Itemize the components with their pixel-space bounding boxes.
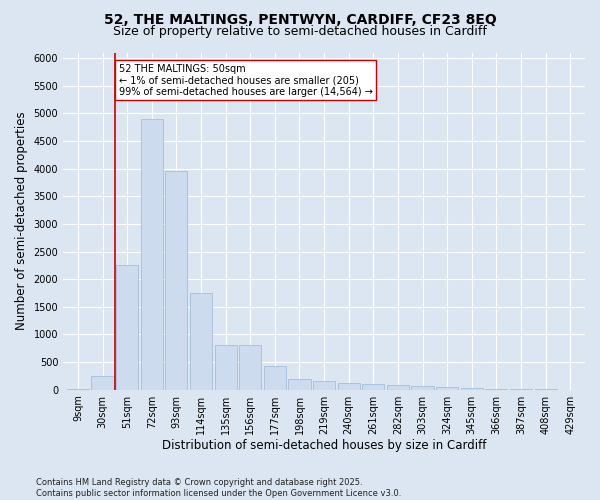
Bar [387,386,409,390]
Text: 52, THE MALTINGS, PENTWYN, CARDIFF, CF23 8EQ: 52, THE MALTINGS, PENTWYN, CARDIFF, CF23… [104,12,496,26]
Bar [239,346,262,390]
Bar [116,266,138,390]
Bar [362,384,385,390]
Bar [190,293,212,390]
Bar [141,119,163,390]
Bar [313,382,335,390]
Y-axis label: Number of semi-detached properties: Number of semi-detached properties [15,112,28,330]
Bar [436,388,458,390]
Bar [412,386,434,390]
Text: 52 THE MALTINGS: 50sqm
← 1% of semi-detached houses are smaller (205)
99% of sem: 52 THE MALTINGS: 50sqm ← 1% of semi-deta… [119,64,373,97]
Text: Contains HM Land Registry data © Crown copyright and database right 2025.
Contai: Contains HM Land Registry data © Crown c… [36,478,401,498]
Bar [91,376,113,390]
Bar [289,378,311,390]
Bar [215,346,237,390]
Bar [338,383,360,390]
X-axis label: Distribution of semi-detached houses by size in Cardiff: Distribution of semi-detached houses by … [162,440,486,452]
Bar [461,388,483,390]
Bar [485,388,508,390]
Text: Size of property relative to semi-detached houses in Cardiff: Size of property relative to semi-detach… [113,25,487,38]
Bar [67,388,89,390]
Bar [166,172,187,390]
Bar [264,366,286,390]
Bar [510,389,532,390]
